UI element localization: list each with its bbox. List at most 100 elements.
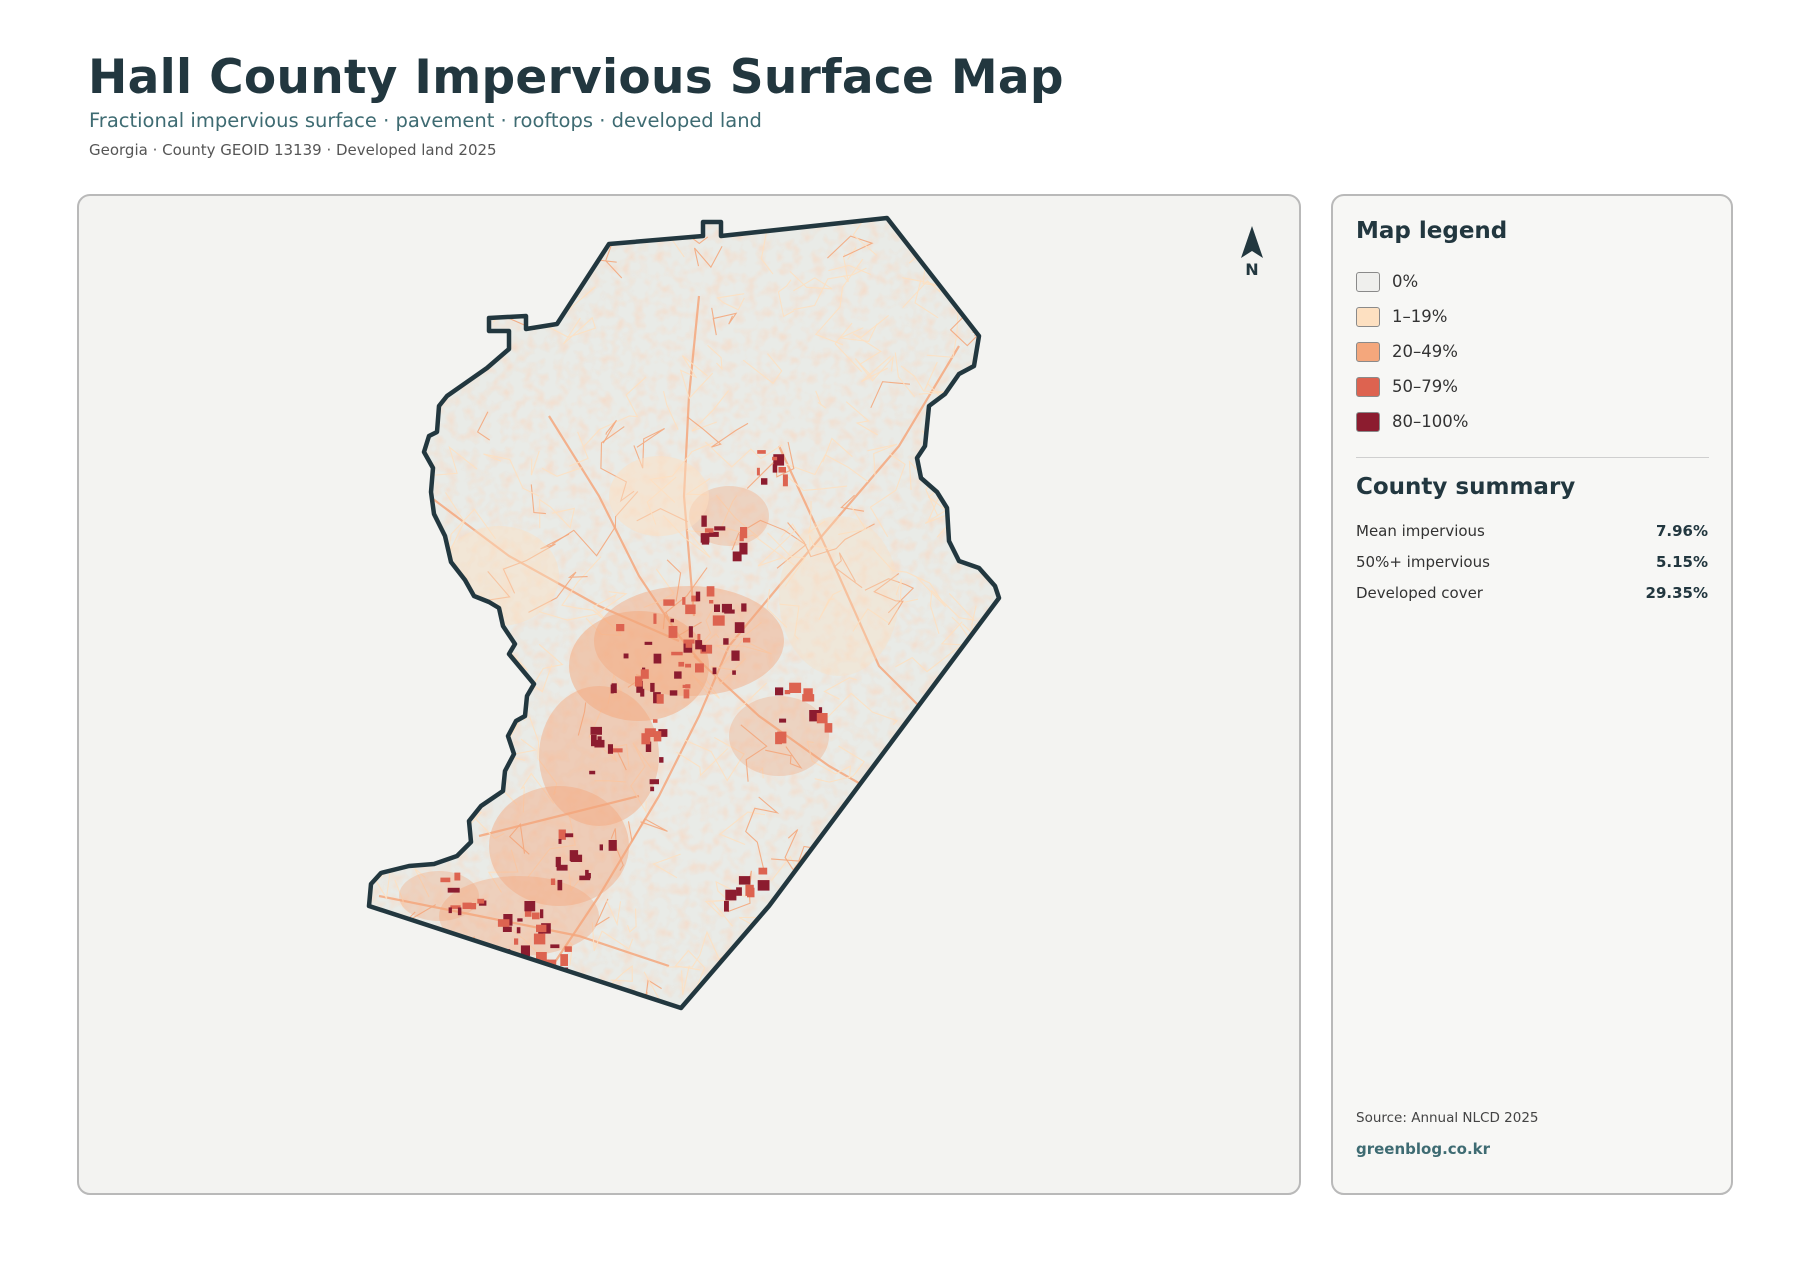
local-road — [796, 218, 878, 256]
local-road — [725, 621, 762, 641]
legend-label: 1–19% — [1392, 307, 1448, 326]
local-road — [595, 965, 633, 999]
local-road — [704, 899, 735, 927]
impervious-block — [554, 981, 562, 986]
local-road — [416, 341, 463, 394]
impervious-block — [448, 907, 452, 914]
impervious-block — [738, 876, 751, 885]
local-road — [407, 515, 438, 536]
local-road — [854, 849, 881, 861]
impervious-block — [447, 887, 460, 893]
local-road — [666, 559, 682, 602]
local-road — [484, 571, 511, 602]
local-road — [392, 490, 419, 522]
local-road — [894, 352, 916, 398]
impervious-block — [610, 684, 614, 694]
local-road — [736, 682, 768, 710]
local-road — [489, 251, 507, 294]
impervious-block — [611, 748, 623, 753]
local-road — [984, 487, 999, 532]
site-link[interactable]: greenblog.co.kr — [1356, 1140, 1491, 1158]
local-road — [602, 419, 617, 444]
impervious-block — [725, 889, 737, 901]
local-road — [834, 322, 862, 372]
impervious-block — [757, 450, 766, 454]
impervious-block — [775, 687, 784, 696]
impervious-block — [560, 954, 568, 966]
local-road — [541, 467, 582, 477]
summary-value: 29.35% — [1645, 583, 1708, 602]
impervious-block — [564, 946, 572, 952]
local-road — [941, 458, 945, 482]
impervious-block — [816, 713, 828, 724]
legend-label: 50–79% — [1392, 377, 1458, 396]
impervious-block — [590, 726, 602, 735]
impervious-block — [658, 729, 668, 737]
local-road — [995, 492, 999, 580]
local-road — [852, 608, 891, 632]
local-road — [698, 984, 712, 1008]
impervious-block — [649, 779, 659, 785]
impervious-block — [757, 880, 770, 891]
impervious-block — [650, 786, 655, 792]
local-road — [561, 556, 622, 634]
impervious-block — [532, 912, 540, 920]
impervious-block — [640, 669, 649, 679]
impervious-block — [557, 879, 563, 891]
impervious-block — [536, 952, 547, 962]
local-road — [652, 853, 681, 879]
local-road — [424, 238, 449, 261]
local-road — [742, 353, 783, 385]
county-map[interactable] — [79, 196, 1301, 1195]
local-road — [676, 748, 729, 777]
impervious-block — [782, 474, 788, 487]
legend-item: 1–19% — [1356, 299, 1696, 334]
local-road — [487, 952, 511, 980]
impervious-block — [653, 719, 658, 723]
impervious-block — [683, 639, 695, 644]
local-road — [765, 746, 803, 769]
local-road — [929, 589, 976, 634]
local-road — [933, 398, 967, 450]
local-road — [715, 494, 760, 538]
impervious-block — [701, 533, 710, 545]
local-road — [980, 706, 996, 747]
impervious-block — [688, 626, 693, 638]
local-road — [527, 815, 576, 878]
local-road — [850, 949, 878, 992]
local-road — [867, 443, 898, 476]
local-road — [899, 957, 937, 993]
local-road — [815, 390, 827, 409]
impervious-block — [741, 603, 747, 612]
local-road — [378, 317, 432, 379]
local-road — [870, 381, 911, 409]
impervious-block — [569, 850, 579, 861]
summary-value: 7.96% — [1655, 521, 1708, 540]
impervious-block — [761, 478, 768, 485]
local-road — [745, 796, 780, 870]
local-road — [880, 951, 896, 965]
impervious-block — [721, 603, 732, 613]
impervious-block — [740, 527, 748, 539]
impervious-block — [706, 586, 715, 597]
local-road — [528, 571, 588, 613]
impervious-block — [685, 642, 692, 648]
map-panel[interactable]: N — [77, 194, 1301, 1195]
impervious-block — [670, 618, 674, 623]
impervious-block — [668, 626, 678, 638]
north-arrow-icon — [1241, 226, 1263, 258]
local-road — [746, 441, 795, 489]
impervious-block — [809, 710, 821, 722]
local-road — [914, 279, 939, 319]
impervious-block — [659, 757, 664, 763]
local-road — [711, 307, 738, 336]
developed-zone — [779, 516, 899, 676]
local-road — [369, 557, 393, 617]
impervious-block — [739, 533, 744, 542]
impervious-block — [470, 903, 477, 910]
summary-label: Developed cover — [1356, 583, 1483, 602]
impervious-block — [599, 844, 603, 851]
local-road — [988, 518, 999, 588]
local-road — [720, 495, 748, 535]
local-road — [718, 811, 766, 846]
